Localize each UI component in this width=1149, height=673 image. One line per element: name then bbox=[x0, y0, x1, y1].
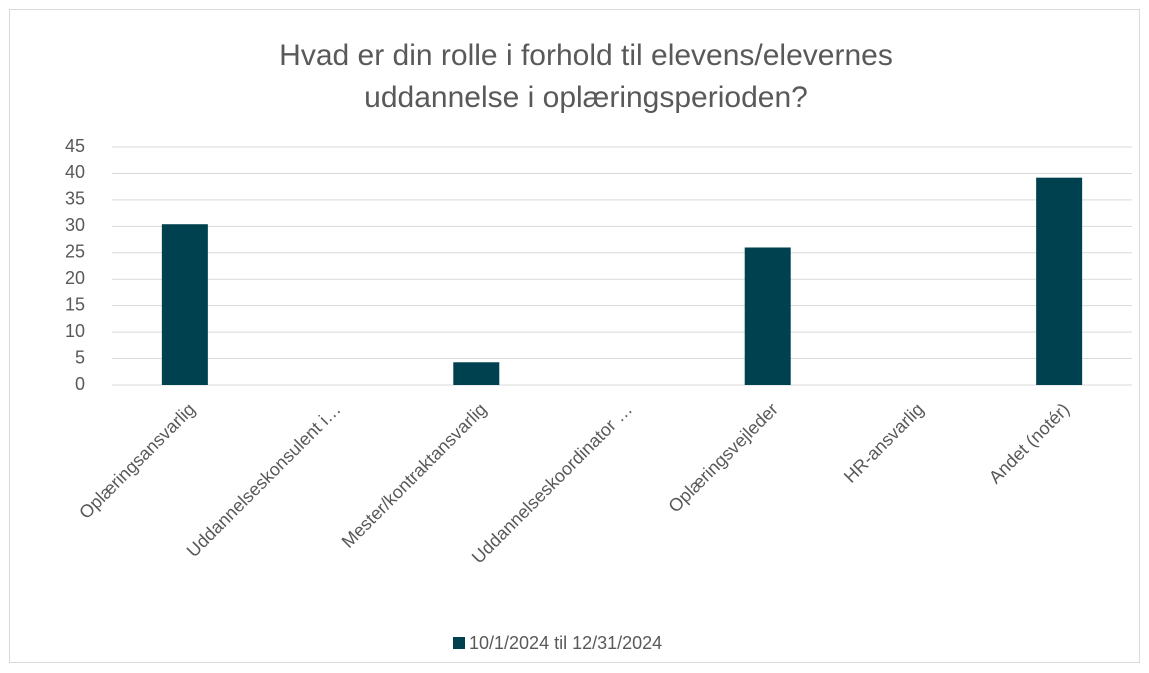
y-tick-label: 35 bbox=[65, 189, 85, 209]
y-tick-label: 45 bbox=[65, 136, 85, 156]
y-tick-label: 10 bbox=[65, 321, 85, 341]
bar bbox=[744, 247, 791, 385]
y-tick-label: 20 bbox=[65, 268, 85, 288]
y-tick-label: 40 bbox=[65, 162, 85, 182]
y-tick-label: 0 bbox=[75, 374, 85, 394]
y-tick-label: 15 bbox=[65, 294, 85, 314]
y-tick-label: 25 bbox=[65, 242, 85, 262]
chart-title: Hvad er din rolle i forhold til elevens/… bbox=[279, 39, 893, 72]
y-tick-label: 5 bbox=[75, 347, 85, 367]
bar bbox=[1036, 177, 1083, 385]
legend-label: 10/1/2024 til 12/31/2024 bbox=[469, 633, 662, 653]
chart-title: uddannelse i oplæringsperioden? bbox=[364, 81, 808, 114]
y-tick-label: 30 bbox=[65, 215, 85, 235]
legend-swatch bbox=[453, 637, 465, 649]
bar bbox=[453, 362, 500, 385]
bar bbox=[161, 224, 208, 385]
